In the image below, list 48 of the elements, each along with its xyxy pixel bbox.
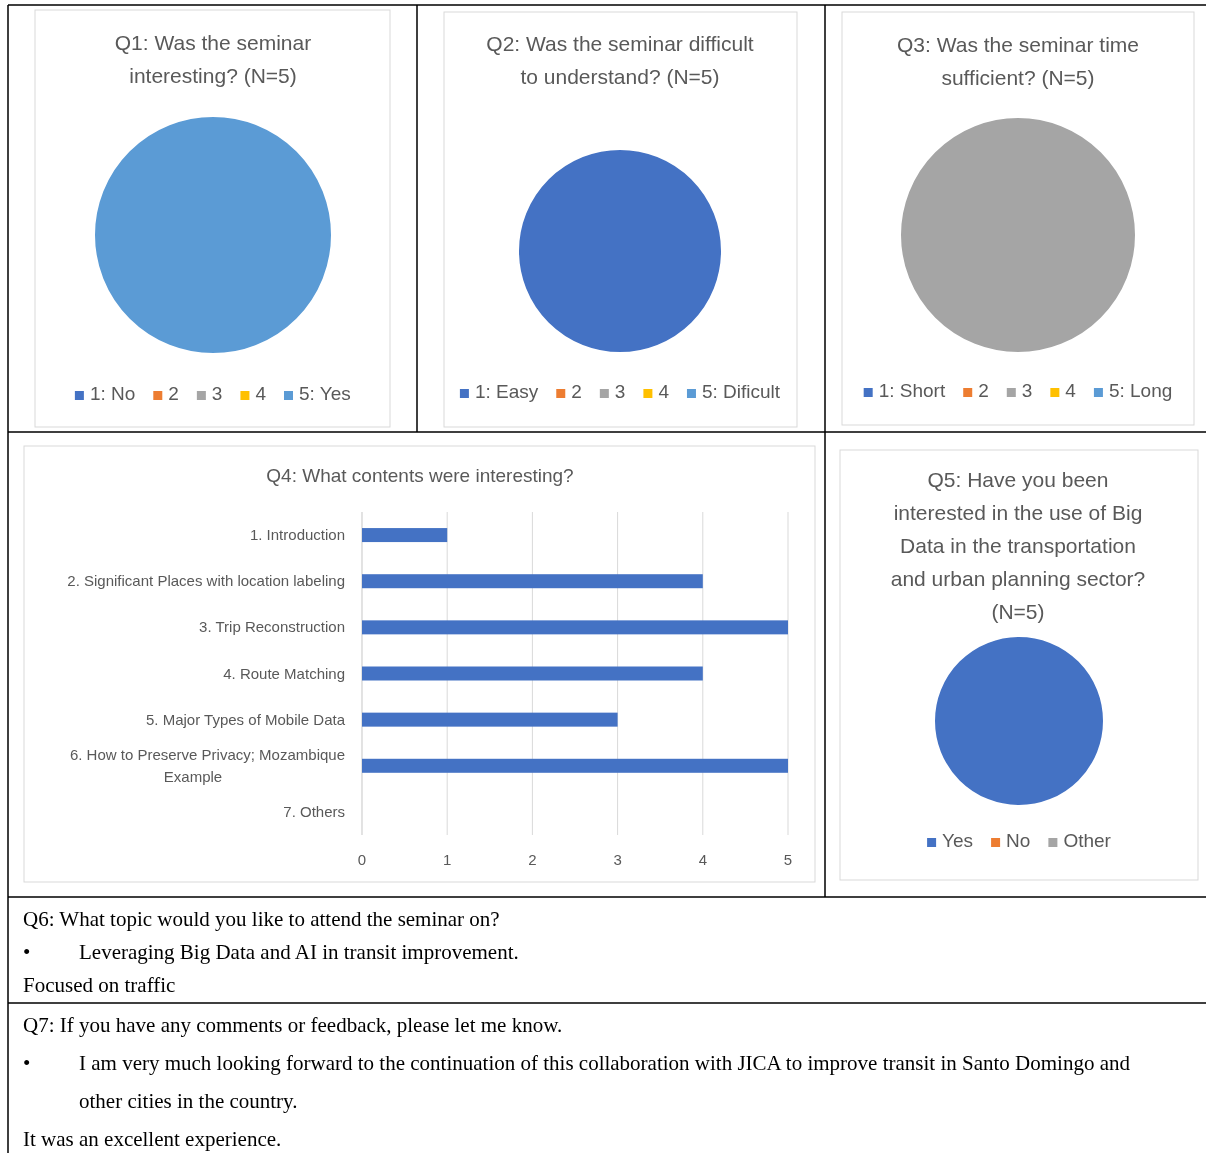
text: • I am very much looking forward to the continuation of this collaboration with JICA to improve transit in Santo Domingo and other cities in the country.: [23, 1050, 1131, 1115]
legend-label: 5: Dificult: [701, 381, 781, 402]
chart-title: Q1: Was the seminar interesting? (N=5): [114, 31, 312, 87]
text: Q6: What topic would you like to attend the seminar on?: [23, 906, 501, 933]
legend-label: 4: [658, 381, 670, 402]
chart-title: Q2: Was the seminar difficult to understand? (N=5): [486, 32, 754, 88]
bar: [362, 620, 788, 635]
y-tick-label: 3. Trip Reconstruction: [199, 618, 345, 636]
bar: [362, 528, 448, 543]
x-tick-label: 2: [528, 851, 537, 868]
y-tick-label: 7. Others: [283, 802, 345, 820]
y-tick-label: 1. Introduction: [249, 526, 345, 544]
chart-title: Q4: What contents were interesting?: [266, 465, 574, 486]
legend-label: 1: Easy: [474, 381, 539, 402]
text: • Leveraging Big Data and AI in transit improvement.: [23, 939, 520, 966]
text: It was an excellent experience.: [23, 1126, 283, 1153]
bar: [362, 574, 703, 589]
legend-label: Yes: [942, 830, 974, 851]
x-tick-label: 3: [613, 851, 622, 868]
legend-label: 2: [978, 380, 989, 401]
bar: [362, 712, 618, 727]
y-tick-label: 2. Significant Places with location labeling: [67, 572, 345, 590]
legend-label: 5: Yes: [299, 383, 351, 404]
legend-label: 4: [255, 383, 267, 404]
x-tick-label: 4: [698, 851, 707, 868]
y-tick-label: 5. Major Types of Mobile Data: [146, 710, 346, 728]
legend-label: 2: [571, 381, 582, 402]
legend-label: 5: Long: [1108, 380, 1173, 401]
x-tick-label: 1: [443, 851, 452, 868]
legend-label: 1: Short: [878, 380, 946, 401]
legend-label: 4: [1065, 380, 1077, 401]
y-tick-label: 4. Route Matching: [223, 664, 345, 682]
legend-label: Other: [1063, 830, 1112, 851]
text: Focused on traffic: [23, 972, 177, 999]
legend-label: No: [1006, 830, 1031, 851]
legend-label: 3: [614, 381, 626, 402]
x-tick-label: 0: [357, 851, 367, 868]
text: Q7: If you have any comments or feedback, please let me know.: [23, 1012, 564, 1039]
legend-label: 3: [211, 383, 223, 404]
legend-label: 1: No: [89, 383, 136, 404]
legend-label: 3: [1021, 380, 1033, 401]
bar: [362, 758, 788, 773]
y-tick-label: 6. How to Preserve Privacy; Mozambique Example: [69, 745, 345, 785]
x-tick-label: 5: [783, 851, 793, 868]
bar: [362, 666, 703, 681]
chart-title: Q3: Was the seminar time sufficient? (N=5): [897, 33, 1139, 89]
chart-title: Q5: Have you been interested in the use of Big Data in the transportation and urban planning sector? (N=5): [890, 468, 1146, 623]
legend-label: 2: [168, 383, 179, 404]
